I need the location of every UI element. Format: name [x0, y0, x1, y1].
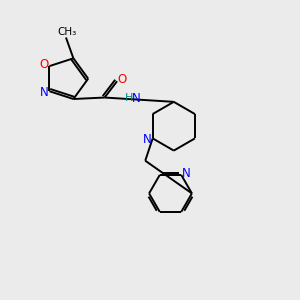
Text: N: N: [143, 134, 152, 146]
Text: CH₃: CH₃: [58, 27, 77, 37]
Text: N: N: [40, 86, 49, 99]
Text: H: H: [124, 93, 133, 103]
Text: N: N: [182, 167, 191, 180]
Text: O: O: [118, 73, 127, 86]
Text: O: O: [40, 58, 49, 71]
Text: N: N: [132, 92, 141, 105]
